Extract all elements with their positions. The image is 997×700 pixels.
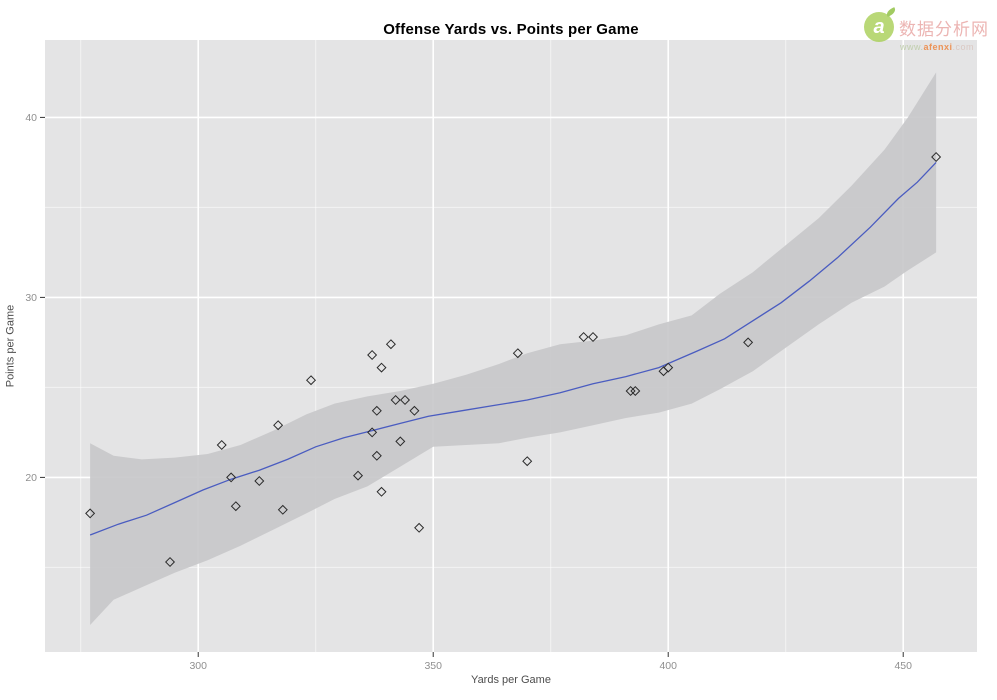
data-point	[625, 385, 636, 397]
logo-letter: a	[873, 16, 885, 38]
data-point	[371, 450, 382, 461]
data-point	[512, 348, 523, 359]
data-point	[414, 522, 425, 533]
data-point	[254, 475, 265, 487]
data-point	[367, 349, 378, 361]
data-point	[743, 337, 754, 348]
x-tick-label: 300	[189, 660, 207, 672]
data-point	[376, 362, 387, 373]
data-point	[395, 436, 406, 447]
watermark-site-url: www.afenxi.com	[900, 42, 975, 52]
x-tick-label: 350	[424, 660, 442, 672]
confidence-band	[90, 72, 937, 625]
data-point	[165, 556, 176, 568]
chart-title: Offense Yards vs. Points per Game	[383, 21, 639, 38]
x-tick-label: 450	[894, 660, 912, 672]
data-point	[367, 427, 378, 438]
y-tick-label: 20	[25, 472, 37, 484]
data-point	[85, 508, 96, 519]
data-point	[931, 151, 942, 163]
data-point	[663, 362, 674, 373]
y-tick-label: 40	[25, 112, 37, 124]
data-point	[578, 331, 589, 343]
data-point	[216, 439, 227, 451]
data-point	[630, 385, 641, 397]
data-point	[522, 456, 533, 467]
data-point	[230, 501, 241, 512]
smooth-line	[89, 161, 937, 536]
x-tick-label: 400	[659, 660, 677, 672]
data-point	[390, 394, 401, 406]
data-point	[226, 472, 237, 483]
data-point	[409, 405, 420, 416]
data-point	[306, 375, 317, 386]
data-point	[385, 339, 396, 350]
afenxi-logo-icon: a	[864, 7, 897, 42]
data-point	[376, 486, 387, 497]
x-axis-title: Yards per Game	[471, 674, 551, 686]
data-point	[371, 405, 382, 416]
y-axis-title: Points per Game	[4, 304, 17, 388]
y-axis-title-wrap: Points per Game	[2, 40, 18, 652]
data-point	[400, 394, 411, 406]
data-point	[353, 470, 364, 481]
data-point	[273, 420, 284, 431]
watermark: a 数据分析网 www.afenxi.com	[864, 7, 989, 52]
data-point	[588, 331, 599, 343]
watermark-site-name: 数据分析网	[899, 19, 989, 39]
data-point	[277, 504, 288, 515]
y-tick-label: 30	[25, 292, 37, 304]
